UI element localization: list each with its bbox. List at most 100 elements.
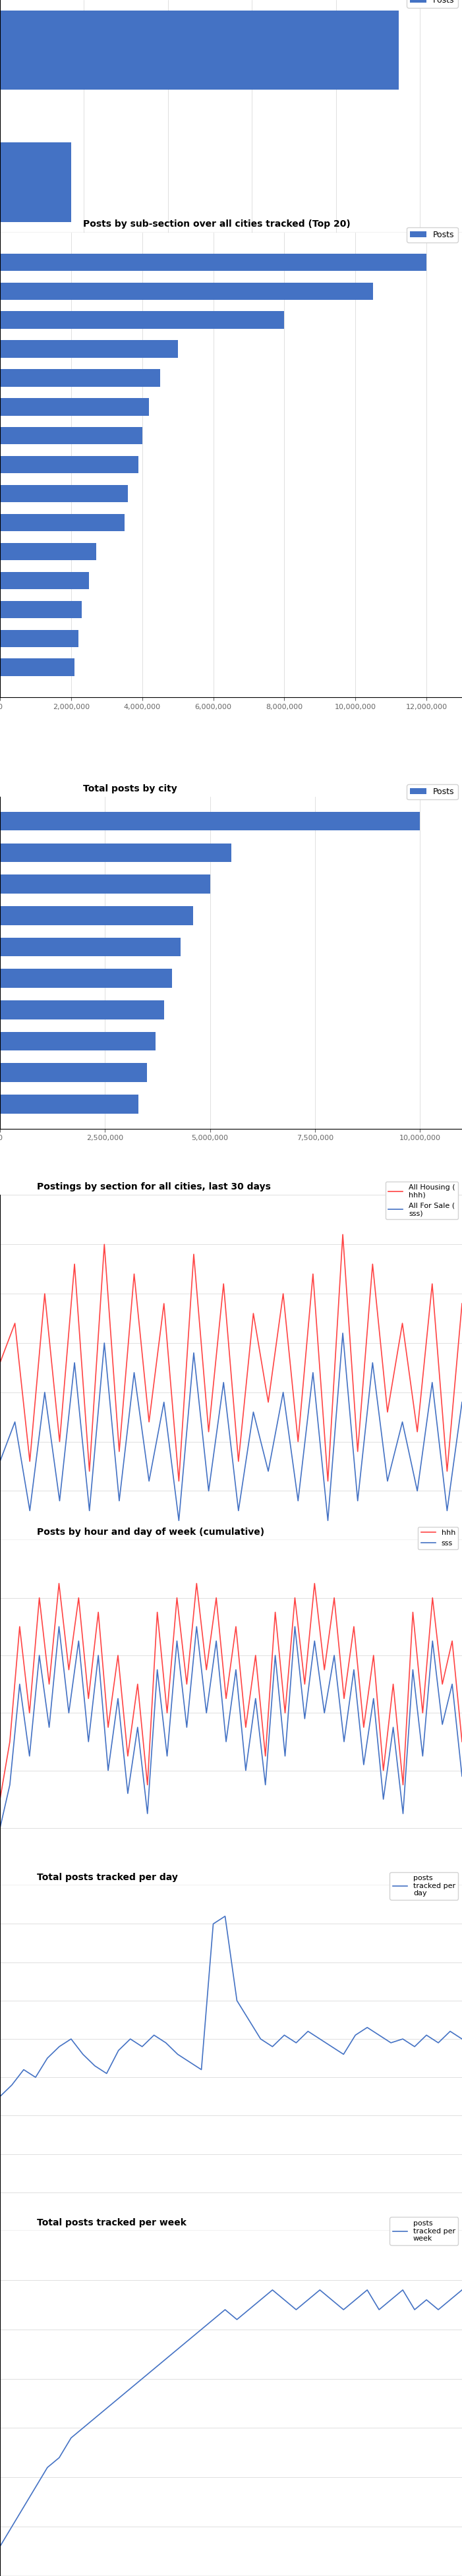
hhh	[194, 1569, 200, 1600]
posts
tracked per
week	[9, 2512, 15, 2543]
Line: posts
tracked per
week: posts tracked per week	[0, 2290, 462, 2548]
All For Sale (
sss)	[444, 1494, 450, 1525]
All For Sale (
sss)	[191, 1337, 196, 1368]
Line: posts
tracked per
day: posts tracked per day	[0, 1917, 462, 2097]
Text: Total posts by city: Total posts by city	[83, 783, 177, 793]
posts
tracked per
week	[293, 2295, 299, 2326]
All Housing (
hhh)	[12, 1309, 18, 1340]
Bar	[0, 629, 78, 647]
hhh	[262, 1741, 268, 1772]
sss	[253, 1682, 258, 1713]
posts
tracked per
week	[281, 2285, 287, 2316]
All Housing (
hhh)	[116, 1435, 122, 1466]
hhh	[204, 1654, 209, 1685]
All Housing (
hhh)	[444, 1455, 450, 1486]
hhh	[115, 1641, 121, 1672]
All For Sale (
sss)	[146, 1466, 152, 1497]
All Housing (
hhh)	[355, 1435, 360, 1466]
All Housing (
hhh)	[385, 1396, 390, 1427]
All For Sale (
sss)	[236, 1494, 241, 1525]
All For Sale (
sss)	[0, 1445, 3, 1476]
hhh	[17, 1610, 23, 1641]
All Housing (
hhh)	[370, 1249, 375, 1280]
Legend: hhh, sss: hhh, sss	[418, 1528, 458, 1548]
posts
tracked per
day	[281, 2020, 287, 2050]
posts
tracked per
week	[199, 2313, 204, 2344]
sss	[223, 1726, 229, 1757]
hhh	[390, 1669, 396, 1700]
posts
tracked per
day	[447, 2017, 453, 2048]
hhh	[233, 1610, 239, 1641]
hhh	[273, 1597, 278, 1628]
hhh	[430, 1582, 435, 1613]
All For Sale (
sss)	[87, 1494, 92, 1525]
sss	[420, 1741, 426, 1772]
All For Sale (
sss)	[295, 1486, 301, 1517]
All Housing (
hhh)	[176, 1466, 182, 1497]
sss	[390, 1713, 396, 1744]
hhh	[253, 1641, 258, 1672]
posts
tracked per
day	[341, 2038, 346, 2069]
All Housing (
hhh)	[161, 1288, 167, 1319]
All For Sale (
sss)	[414, 1476, 420, 1507]
sss	[410, 1654, 416, 1685]
All Housing (
hhh)	[280, 1278, 286, 1309]
hhh	[27, 1698, 32, 1728]
posts
tracked per
week	[246, 2295, 251, 2326]
hhh	[312, 1569, 317, 1600]
Bar	[0, 842, 231, 863]
posts
tracked per
day	[305, 2017, 311, 2048]
posts
tracked per
day	[222, 1901, 228, 1932]
posts
tracked per
week	[270, 2275, 275, 2306]
All Housing (
hhh)	[236, 1445, 241, 1476]
hhh	[184, 1669, 189, 1700]
hhh	[243, 1713, 249, 1744]
hhh	[105, 1713, 111, 1744]
Bar	[0, 600, 82, 618]
All Housing (
hhh)	[400, 1309, 405, 1340]
posts
tracked per
day	[56, 2032, 62, 2063]
All Housing (
hhh)	[340, 1218, 346, 1249]
sss	[361, 1749, 366, 1780]
Bar	[0, 312, 284, 330]
All For Sale (
sss)	[355, 1486, 360, 1517]
posts
tracked per
day	[377, 2020, 382, 2050]
posts
tracked per
day	[104, 2058, 109, 2089]
posts
tracked per
week	[388, 2285, 394, 2316]
All For Sale (
sss)	[400, 1406, 405, 1437]
Bar	[0, 368, 160, 386]
sss	[213, 1625, 219, 1656]
posts
tracked per
week	[305, 2285, 311, 2316]
sss	[282, 1741, 288, 1772]
hhh	[213, 1582, 219, 1613]
posts
tracked per
day	[459, 2025, 462, 2056]
posts
tracked per
day	[365, 2012, 370, 2043]
sss	[7, 1770, 12, 1801]
All Housing (
hhh)	[102, 1229, 107, 1260]
hhh	[145, 1770, 150, 1801]
posts
tracked per
week	[459, 2275, 462, 2306]
sss	[96, 1641, 101, 1672]
sss	[400, 1798, 406, 1829]
posts
tracked per
day	[412, 2032, 417, 2063]
sss	[125, 1777, 131, 1808]
Bar	[0, 142, 72, 222]
sss	[85, 1726, 91, 1757]
hhh	[76, 1582, 81, 1613]
sss	[450, 1669, 455, 1700]
posts
tracked per
day	[270, 2032, 275, 2063]
Bar	[0, 876, 210, 894]
Text: Total posts tracked per day: Total posts tracked per day	[37, 1873, 178, 1883]
hhh	[7, 1726, 12, 1757]
hhh	[223, 1682, 229, 1713]
hhh	[292, 1582, 298, 1613]
sss	[273, 1641, 278, 1672]
posts
tracked per
day	[151, 2020, 157, 2050]
posts
tracked per
week	[424, 2285, 429, 2316]
Bar	[0, 907, 193, 925]
posts
tracked per
day	[21, 2053, 26, 2084]
hhh	[96, 1597, 101, 1628]
posts
tracked per
day	[0, 2081, 3, 2112]
posts
tracked per
week	[33, 2473, 38, 2504]
sss	[331, 1641, 337, 1672]
